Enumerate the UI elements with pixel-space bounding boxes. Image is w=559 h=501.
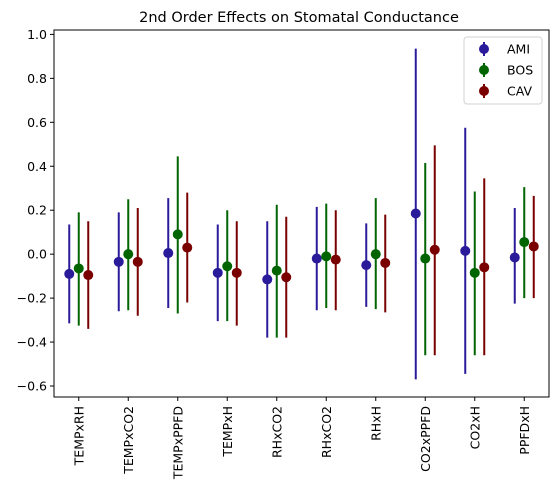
data-point xyxy=(380,257,391,268)
data-point xyxy=(83,270,94,281)
data-point xyxy=(509,252,520,263)
legend-marker-icon xyxy=(479,44,489,54)
data-point xyxy=(330,254,341,265)
y-tick-label: −0.2 xyxy=(17,291,47,306)
x-tick-label: CO2xPPFD xyxy=(418,406,433,472)
chart-title: 2nd Order Effects on Stomatal Conductanc… xyxy=(139,10,459,26)
y-tick-label: 0.6 xyxy=(27,115,47,130)
legend-item: CAV xyxy=(479,84,532,99)
x-tick-label: TEMPxPPFD xyxy=(170,406,185,480)
x-tick-label: RHxH xyxy=(368,406,383,441)
series-ami xyxy=(64,48,520,380)
data-point xyxy=(262,274,273,285)
data-point xyxy=(361,260,372,271)
x-tick-label: RHxCO2 xyxy=(319,406,334,458)
x-tick-label: PPFDxH xyxy=(517,406,532,455)
x-tick-label: RHxCO2 xyxy=(269,406,284,458)
data-point xyxy=(311,253,322,264)
legend-item: BOS xyxy=(479,63,533,78)
y-tick-label: 0.4 xyxy=(27,159,47,174)
y-tick-label: −0.4 xyxy=(17,335,47,350)
data-point xyxy=(429,244,440,255)
axes-frame xyxy=(53,29,550,398)
data-point xyxy=(132,256,143,267)
legend-item: AMI xyxy=(479,42,530,57)
y-tick-label: 1.0 xyxy=(27,27,47,42)
data-point xyxy=(73,263,84,274)
axes: −0.6 −0.4 −0.2 0.0 0.2 0.4 0.6 0.8 1.0 TEMPxRH TEM… xyxy=(17,27,550,480)
data-point xyxy=(64,268,75,279)
y-tick-label: −0.6 xyxy=(17,379,47,394)
legend: AMI BOS CAV xyxy=(463,36,543,105)
legend-label: AMI xyxy=(507,42,530,57)
x-tick-label: CO2xH xyxy=(467,406,482,449)
data-point xyxy=(410,208,421,219)
data-point xyxy=(519,237,530,248)
x-tick-label: TEMPxCO2 xyxy=(121,406,136,475)
data-point xyxy=(113,256,124,267)
data-point xyxy=(123,249,134,260)
data-point xyxy=(212,267,223,278)
data-point xyxy=(222,261,233,272)
x-tick-label: TEMPxRH xyxy=(71,406,86,466)
data-point xyxy=(479,262,490,273)
data-point xyxy=(321,251,332,262)
data-point xyxy=(460,245,471,256)
data-point xyxy=(469,267,480,278)
data-point xyxy=(163,248,174,259)
data-point xyxy=(231,267,242,278)
legend-label: BOS xyxy=(507,63,533,78)
y-tick-label: 0.0 xyxy=(27,247,47,262)
x-tick-label: TEMPxH xyxy=(220,406,235,458)
legend-marker-icon xyxy=(479,86,489,96)
y-tick-label: 0.2 xyxy=(27,203,47,218)
series-bos xyxy=(73,156,530,356)
data-point xyxy=(172,229,183,240)
data-point xyxy=(281,272,292,283)
legend-marker-icon xyxy=(479,65,489,75)
series-cav xyxy=(83,145,539,356)
plot-area xyxy=(64,48,539,380)
data-point xyxy=(271,265,282,276)
data-point xyxy=(528,241,539,252)
y-tick-label: 0.8 xyxy=(27,71,47,86)
data-point xyxy=(420,253,431,264)
legend-label: CAV xyxy=(507,84,532,99)
data-point xyxy=(182,242,193,253)
data-point xyxy=(370,249,381,260)
